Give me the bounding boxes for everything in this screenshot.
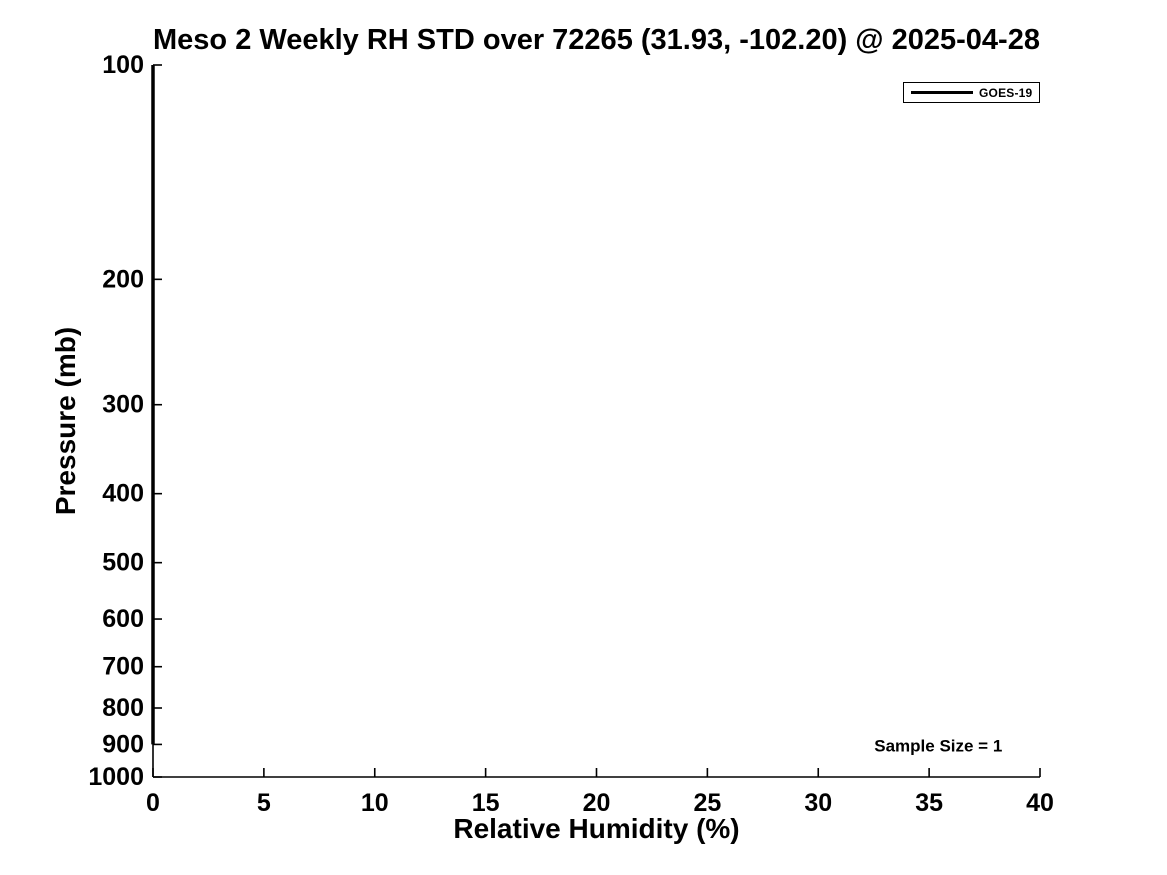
y-tick-label: 600: [102, 605, 144, 633]
x-axis-label: Relative Humidity (%): [453, 813, 740, 844]
y-tick-label: 100: [102, 51, 144, 79]
x-tick-label: 20: [583, 789, 611, 817]
y-tick-label: 700: [102, 653, 144, 681]
x-tick-label: 25: [693, 789, 721, 817]
x-tick-label: 15: [472, 789, 500, 817]
x-tick-label: 40: [1026, 789, 1054, 817]
chart-title: Meso 2 Weekly RH STD over 72265 (31.93, …: [153, 24, 1040, 56]
y-tick-label: 500: [102, 549, 144, 577]
x-tick-label: 0: [146, 789, 160, 817]
legend: GOES-19: [903, 82, 1040, 103]
legend-series-label: GOES-19: [979, 85, 1033, 100]
y-tick-label: 900: [102, 730, 144, 758]
legend-line-sample: [911, 90, 973, 95]
x-tick-label: 10: [361, 789, 389, 817]
x-tick-label: 30: [804, 789, 832, 817]
y-axis-label: Pressure (mb): [50, 326, 81, 516]
x-tick-label: 35: [915, 789, 943, 817]
y-tick-label: 1000: [88, 763, 144, 791]
y-tick-label: 300: [102, 391, 144, 419]
y-tick-label: 800: [102, 694, 144, 722]
sample-size-annotation: Sample Size = 1: [874, 737, 1002, 756]
y-tick-label: 200: [102, 265, 144, 293]
x-tick-label: 5: [257, 789, 271, 817]
y-tick-label: 400: [102, 480, 144, 508]
